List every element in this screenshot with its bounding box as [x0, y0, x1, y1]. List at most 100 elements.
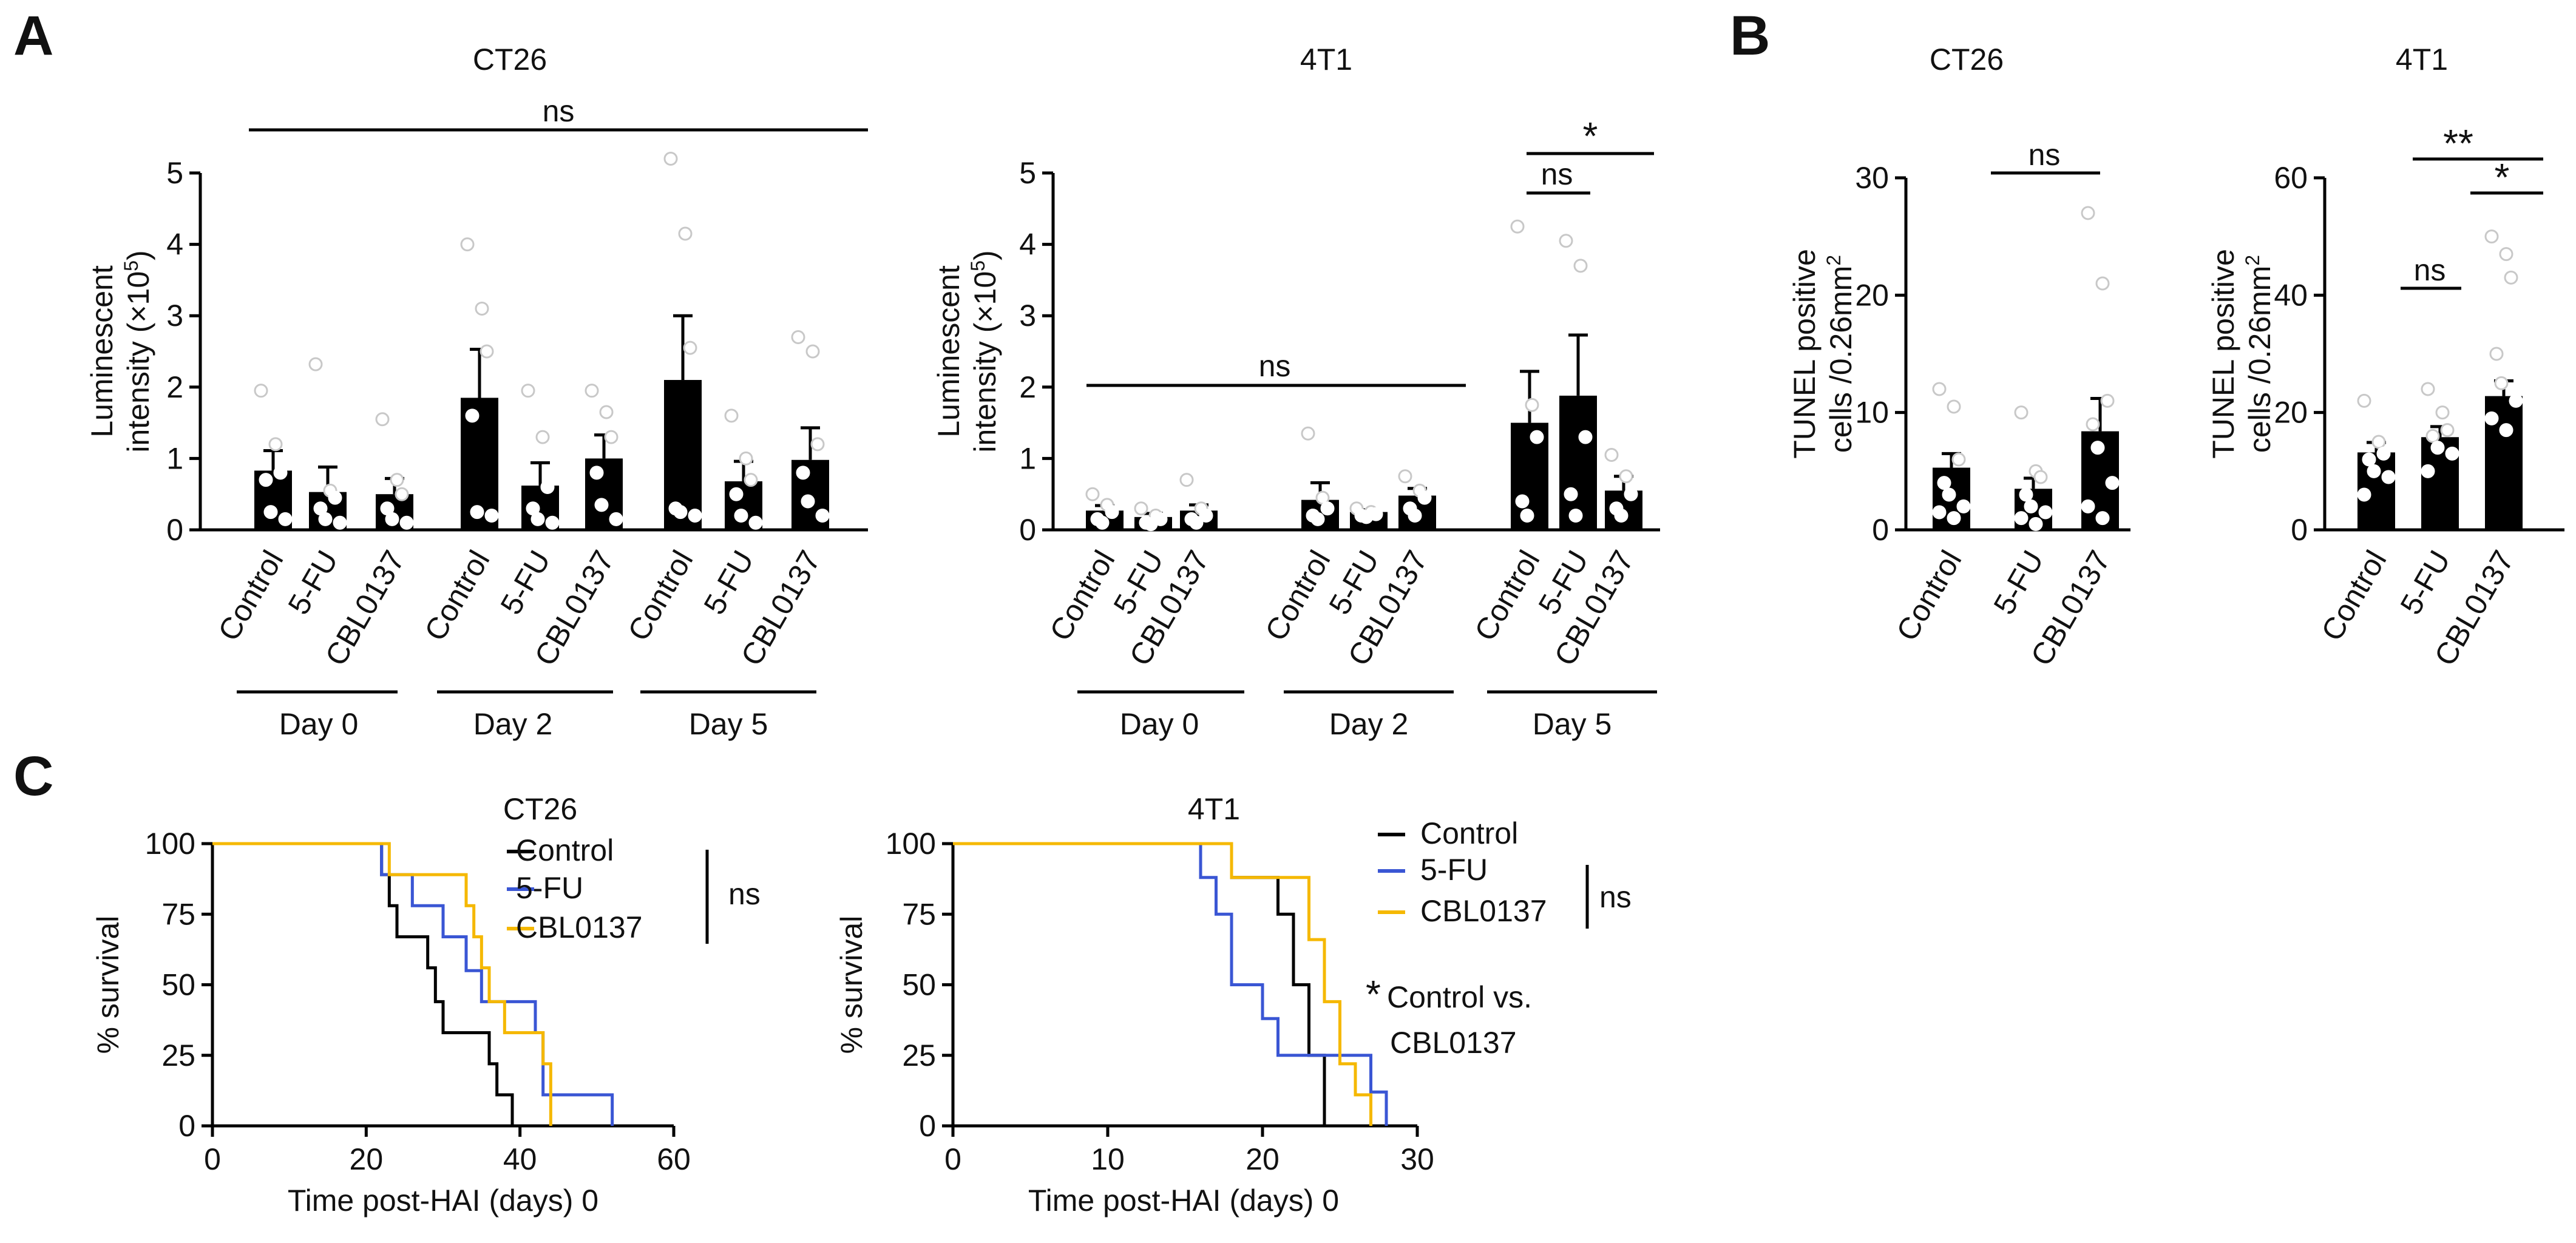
panel-label-c: C	[13, 745, 53, 807]
data-point	[2019, 487, 2033, 502]
data-point	[268, 437, 283, 452]
data-point	[791, 330, 805, 344]
x-tick-label: 0	[204, 1142, 221, 1176]
data-point	[395, 487, 409, 501]
sig-label-a-ct26-overall: ns	[543, 94, 575, 128]
data-point	[2494, 376, 2509, 390]
data-point	[1624, 487, 1638, 501]
data-point	[1520, 508, 1534, 523]
y-axis-label-line1: TUNEL positive	[2206, 249, 2240, 458]
data-point	[535, 430, 550, 444]
y-tick-label: 5	[1019, 156, 1036, 190]
legend-label: CBL0137	[1420, 894, 1547, 928]
data-point	[1942, 487, 1956, 502]
data-point	[815, 508, 830, 523]
data-point	[1179, 473, 1194, 487]
data-point	[744, 473, 758, 487]
category-label: Control	[1890, 545, 1968, 647]
data-point	[2445, 446, 2459, 461]
data-point	[1932, 505, 1947, 520]
chart-c-4t1: 4T1 0 25 50 75 100 0 10 20 30 Time post-HAI (days)…	[835, 792, 1547, 1218]
data-point	[2024, 499, 2038, 513]
survival-line-5-fu	[953, 842, 1388, 1126]
y-tick-label: 2	[1019, 370, 1036, 404]
data-point	[1568, 508, 1583, 523]
note-c-4t1-line2: CBL0137	[1390, 1026, 1517, 1060]
data-point	[273, 466, 288, 480]
data-point	[805, 344, 820, 359]
x-tick-label: 20	[350, 1142, 384, 1176]
data-point	[2425, 428, 2440, 443]
data-point	[1947, 399, 1961, 414]
data-point	[1619, 469, 1633, 484]
y-tick-label: 10	[1855, 396, 1889, 430]
data-point	[1510, 219, 1525, 234]
data-point	[724, 408, 739, 423]
y-axis-label: % survival	[835, 916, 869, 1054]
data-point	[2376, 446, 2391, 461]
category-label: 5-FU	[493, 545, 557, 620]
sig-label-b-4t1-5fu-cbl: *	[2495, 155, 2510, 199]
y-tick-label: 100	[145, 827, 195, 861]
data-point	[2081, 206, 2095, 220]
category-label: Control	[1258, 545, 1337, 647]
data-point	[1515, 494, 1530, 509]
data-point	[739, 451, 753, 466]
data-point	[278, 512, 293, 526]
group-label: Day 0	[1120, 707, 1199, 741]
data-point	[734, 508, 748, 523]
y-tick-label: 20	[2274, 396, 2308, 430]
sig-label-c-4t1: ns	[1599, 880, 1632, 914]
sig-label-b-ct26: ns	[2029, 138, 2061, 172]
data-point	[688, 508, 702, 523]
bar	[1559, 395, 1597, 530]
data-point	[2033, 470, 2048, 484]
data-point	[2484, 411, 2499, 425]
category-label: Control	[2314, 545, 2393, 647]
y-tick-label: 4	[1019, 228, 1036, 262]
data-point	[585, 384, 599, 398]
data-point	[2095, 511, 2110, 526]
group-label: Day 2	[473, 707, 553, 741]
data-point	[545, 515, 560, 530]
data-point	[2435, 405, 2450, 420]
data-point	[1614, 508, 1629, 523]
category-label: Control	[211, 545, 290, 647]
y-tick-label: 0	[1872, 513, 1889, 547]
group-label: Day 5	[689, 707, 768, 741]
data-point	[1359, 510, 1374, 524]
y-tick-label: 50	[161, 968, 195, 1002]
y-tick-label: 0	[2291, 513, 2308, 547]
data-point	[2367, 464, 2381, 478]
x-tick-label: 20	[1246, 1142, 1280, 1176]
y-axis-label-line1: Luminescent	[932, 265, 966, 438]
data-point	[1604, 448, 1619, 462]
y-tick-label: 5	[166, 156, 183, 190]
data-point	[589, 466, 604, 480]
x-tick-label: 60	[657, 1142, 691, 1176]
x-axis-label: Time post-HAI (days) 0	[288, 1184, 598, 1218]
data-point	[2014, 405, 2029, 420]
survival-line-control	[953, 842, 1326, 1126]
chart-title: 4T1	[1188, 792, 1240, 826]
data-point	[1525, 398, 1539, 412]
y-tick-label: 25	[161, 1038, 195, 1072]
sig-label-a-4t1-day5-control-cbl: *	[1583, 114, 1598, 158]
data-point	[1134, 501, 1148, 516]
y-tick-label: 1	[1019, 441, 1036, 475]
data-point	[604, 430, 619, 444]
data-point	[663, 151, 678, 166]
y-tick-label: 0	[166, 513, 183, 547]
data-point	[2499, 247, 2513, 262]
data-point	[1417, 490, 1432, 505]
legend-label: CBL0137	[516, 910, 643, 944]
category-label: 5-FU	[697, 545, 760, 620]
data-point	[254, 384, 268, 398]
data-point	[480, 344, 494, 359]
category-label: Control	[1468, 545, 1546, 647]
data-point	[399, 515, 414, 530]
data-point	[2357, 393, 2371, 408]
data-point	[2484, 229, 2499, 244]
data-point	[2014, 511, 2029, 526]
legend-label: 5-FU	[516, 871, 583, 905]
